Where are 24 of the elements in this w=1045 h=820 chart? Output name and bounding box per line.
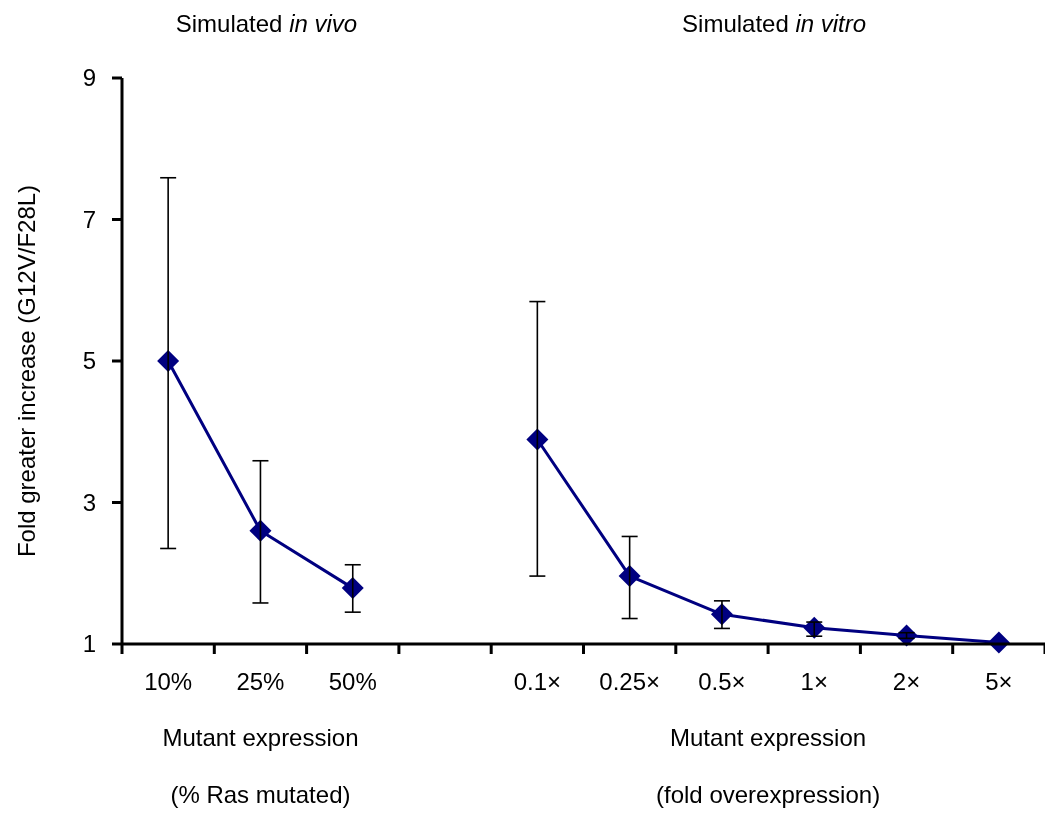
x-tick-label: 1× <box>800 668 828 695</box>
x-tick-label: 0.5× <box>698 668 746 695</box>
text: (% Ras mutated) <box>170 781 351 808</box>
y-tick-label: 5 <box>82 347 96 375</box>
point <box>249 519 272 542</box>
x-tick-label: 10% <box>144 668 193 695</box>
y-tick-label: 1 <box>82 630 96 658</box>
y-axis-title: Fold greater increase (G12V/F28L) <box>13 184 40 558</box>
point <box>526 428 549 451</box>
y-tick-label: 9 <box>82 64 96 92</box>
text: Mutant expression <box>670 724 867 751</box>
x-tick-label: 2× <box>892 668 921 695</box>
x-tick-label: 50% <box>328 668 377 695</box>
y-tick-label: 3 <box>82 488 96 516</box>
point <box>618 565 641 588</box>
x-tick-label: 25% <box>236 668 285 695</box>
text: Simulated in vivo <box>175 10 358 37</box>
x-tick-label: 5× <box>985 668 1013 695</box>
text: Simulated in vitro <box>682 10 867 37</box>
text: (fold overexpression) <box>656 781 881 808</box>
x-tick-label: 0.25× <box>599 668 661 695</box>
x-tick-label: 0.1× <box>513 668 562 695</box>
y-tick-label: 7 <box>82 205 96 233</box>
text: Mutant expression <box>162 724 359 751</box>
